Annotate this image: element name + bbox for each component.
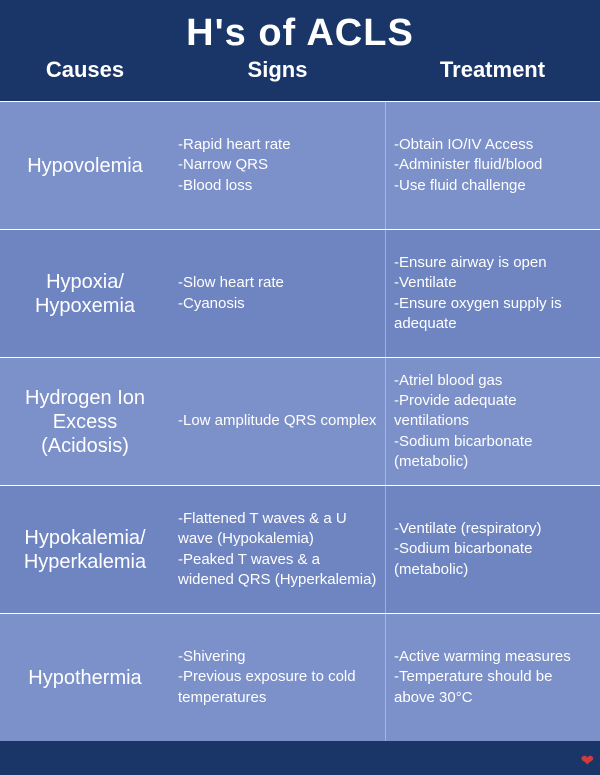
cause-text: Hypovolemia — [27, 154, 143, 178]
treatment-item: -Atriel blood gas — [394, 371, 592, 391]
sign-item: -Low amplitude QRS complex — [178, 411, 377, 431]
treatment-item: -Ensure oxygen supply is adequate — [394, 294, 592, 335]
cause-cell: Hydrogen IonExcess(Acidosis) — [0, 358, 170, 485]
cause-cell: Hypovolemia — [0, 102, 170, 229]
cause-text: (Acidosis) — [41, 434, 129, 458]
sign-item: -Slow heart rate — [178, 273, 377, 293]
treatment-cell: -Ensure airway is open-Ventilate-Ensure … — [385, 230, 600, 357]
table-row: Hydrogen IonExcess(Acidosis) -Low amplitu… — [0, 357, 600, 485]
treatment-item: -Sodium bicarbonate (metabolic) — [394, 539, 592, 580]
sign-item: -Peaked T waves & a widened QRS (Hyperka… — [178, 550, 377, 591]
treatment-item: -Administer fluid/blood — [394, 155, 592, 175]
cause-text: Hypoxemia — [35, 294, 135, 318]
treatment-item: -Sodium bicarbonate (metabolic) — [394, 432, 592, 473]
cause-text: Hydrogen Ion — [25, 386, 145, 410]
page-title: H's of ACLS — [0, 12, 600, 55]
treatment-item: -Obtain IO/IV Access — [394, 135, 592, 155]
sign-item: -Blood loss — [178, 176, 377, 196]
treatment-cell: -Ventilate (respiratory)-Sodium bicarbon… — [385, 486, 600, 613]
signs-cell: -Shivering-Previous exposure to cold tem… — [170, 614, 385, 741]
table-row: Hypokalemia/Hyperkalemia-Flattened T wav… — [0, 485, 600, 613]
signs-cell: -Flattened T waves & a U wave (Hypokalem… — [170, 486, 385, 613]
sign-item: -Rapid heart rate — [178, 135, 377, 155]
treatment-cell: -Atriel blood gas-Provide adequate venti… — [385, 358, 600, 485]
cause-cell: Hypokalemia/Hyperkalemia — [0, 486, 170, 613]
cause-cell: Hypothermia — [0, 614, 170, 741]
signs-cell: -Rapid heart rate-Narrow QRS-Blood loss — [170, 102, 385, 229]
cause-text: Hyperkalemia — [24, 550, 146, 574]
signs-cell: -Slow heart rate-Cyanosis — [170, 230, 385, 357]
cause-text: Hypokalemia/ — [24, 526, 145, 550]
treatment-item: -Use fluid challenge — [394, 176, 592, 196]
sign-item: -Previous exposure to cold temperatures — [178, 667, 377, 708]
heart-icon: ❤ — [581, 751, 594, 771]
table-row: Hypovolemia -Rapid heart rate-Narrow QRS-… — [0, 101, 600, 229]
signs-cell: -Low amplitude QRS complex — [170, 358, 385, 485]
treatment-item: -Provide adequate ventilations — [394, 391, 592, 432]
treatment-item: -Ensure airway is open — [394, 253, 592, 273]
cause-text: Excess — [53, 410, 117, 434]
table-row: Hypoxia/Hypoxemia-Slow heart rate-Cyanos… — [0, 229, 600, 357]
table-body: Hypovolemia-Rapid heart rate-Narrow QRS-… — [0, 101, 600, 741]
treatment-item: -Active warming measures — [394, 647, 592, 667]
cause-text: Hypoxia/ — [46, 270, 124, 294]
col-header-signs: Signs — [170, 57, 385, 83]
sign-item: -Flattened T waves & a U wave (Hypokalem… — [178, 509, 377, 550]
sign-item: -Narrow QRS — [178, 155, 377, 175]
cause-cell: Hypoxia/Hypoxemia — [0, 230, 170, 357]
col-header-causes: Causes — [0, 57, 170, 83]
treatment-cell: -Active warming measures-Temperature sho… — [385, 614, 600, 741]
treatment-item: -Ventilate (respiratory) — [394, 519, 592, 539]
header: H's of ACLS Causes Signs Treatment — [0, 0, 600, 101]
treatment-item: -Ventilate — [394, 273, 592, 293]
sign-item: -Shivering — [178, 647, 377, 667]
column-headers: Causes Signs Treatment — [0, 55, 600, 93]
treatment-cell: -Obtain IO/IV Access-Administer fluid/bl… — [385, 102, 600, 229]
sign-item: -Cyanosis — [178, 294, 377, 314]
table-row: Hypothermia -Shivering-Previous exposure … — [0, 613, 600, 741]
col-header-treatment: Treatment — [385, 57, 600, 83]
cause-text: Hypothermia — [28, 666, 141, 690]
treatment-item: -Temperature should be above 30°C — [394, 667, 592, 708]
